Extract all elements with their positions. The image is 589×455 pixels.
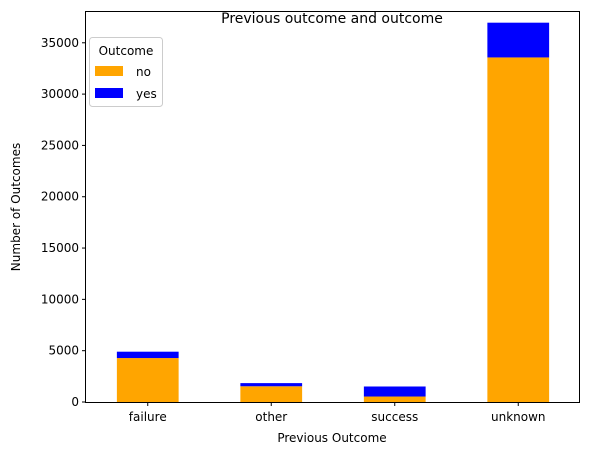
legend-label-yes: yes — [136, 87, 157, 101]
bars — [116, 22, 550, 403]
y-tick-label-25000: 25000 — [41, 138, 79, 152]
y-tick-label-30000: 30000 — [41, 87, 79, 101]
legend-title: Outcome — [99, 44, 154, 58]
y-axis-label: Number of Outcomes — [9, 143, 23, 271]
y-tick-label-20000: 20000 — [41, 190, 79, 204]
x-tick-label-failure: failure — [129, 410, 167, 424]
legend-swatch-yes — [95, 88, 123, 98]
bar-no-success — [363, 396, 426, 402]
x-tick-label-other: other — [255, 410, 287, 424]
bar-no-unknown — [487, 57, 550, 403]
plot-frame — [85, 11, 580, 403]
x-tick-label-success: success — [371, 410, 418, 424]
x-axis-label: Previous Outcome — [277, 431, 386, 445]
legend: Outcome no yes — [89, 37, 163, 107]
legend-label-no: no — [136, 65, 151, 79]
y-tick-label-0: 0 — [71, 395, 79, 409]
y-tick-label-5000: 5000 — [48, 344, 79, 358]
bar-yes-other — [240, 383, 303, 387]
bar-no-other — [240, 386, 303, 402]
bar-yes-failure — [116, 351, 179, 359]
y-axis: 0 5000 10000 15000 20000 25000 30000 35000 — [41, 36, 86, 409]
x-tick-label-unknown: unknown — [491, 410, 546, 424]
y-tick-label-35000: 35000 — [41, 36, 79, 50]
legend-swatch-no — [95, 66, 123, 76]
y-tick-label-10000: 10000 — [41, 292, 79, 306]
bar-yes-unknown — [487, 22, 550, 58]
y-tick-label-15000: 15000 — [41, 241, 79, 255]
bar-no-failure — [116, 358, 179, 402]
x-axis: failure other success unknown — [129, 402, 546, 424]
chart-title: Previous outcome and outcome — [221, 11, 443, 27]
bar-yes-success — [363, 386, 426, 397]
